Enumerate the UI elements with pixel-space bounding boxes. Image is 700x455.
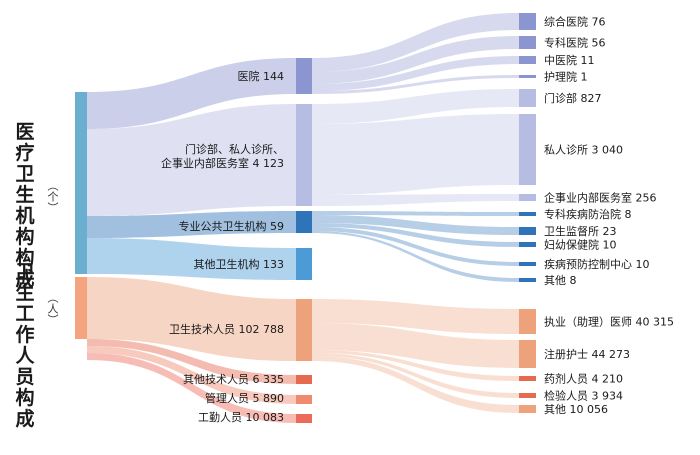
right-label-1: 专科医院 56 — [544, 36, 606, 50]
flow-mid-to-right-14 — [312, 350, 519, 381]
flow-mid-to-right-0 — [312, 13, 519, 72]
mid-node-4 — [296, 299, 312, 361]
right-node-1 — [519, 36, 536, 49]
mid-label-5: 其他技术人员 6 335 — [183, 373, 284, 386]
flow-mid-to-right-7 — [312, 211, 519, 216]
mid-label-2: 专业公共卫生机构 59 — [179, 219, 285, 233]
flow-mid-to-right-10 — [312, 227, 519, 266]
right-label-2: 中医院 11 — [544, 53, 595, 67]
right-label-7: 专科疾病防治院 8 — [544, 207, 632, 221]
flow-mid-to-right-6 — [312, 194, 519, 206]
section-unit-staff: （人） — [46, 292, 59, 325]
right-label-10: 疾病预防控制中心 10 — [544, 257, 650, 271]
flow-root-to-4 — [87, 277, 296, 361]
section-title-staff: 卫生工作人员构成 — [15, 261, 35, 430]
flow-root-to-0 — [87, 58, 296, 129]
flow-mid-to-right-11 — [312, 231, 519, 282]
flow-mid-to-right-2 — [312, 56, 519, 91]
mid-node-7 — [296, 414, 312, 423]
mid-node-2 — [296, 211, 312, 233]
mid-label-0: 医院 144 — [238, 69, 285, 83]
flow-mid-to-right-5 — [312, 114, 519, 195]
flow-mid-to-right-4 — [312, 89, 519, 124]
right-label-0: 综合医院 76 — [544, 15, 606, 29]
flow-root-to-3 — [87, 238, 296, 280]
mid-label-6: 管理人员 5 890 — [205, 391, 284, 405]
right-label-13: 注册护士 44 273 — [544, 347, 630, 361]
right-label-14: 药剂人员 4 210 — [544, 372, 623, 386]
right-label-9: 妇幼保健院 10 — [544, 238, 617, 252]
flow-mid-to-right-13 — [312, 323, 519, 368]
right-node-8 — [519, 227, 536, 235]
flow-mid-to-right-3 — [312, 75, 519, 94]
flow-mid-to-right-8 — [312, 215, 519, 235]
right-node-11 — [519, 278, 536, 282]
flow-root-to-5 — [87, 339, 296, 384]
flow-mid-to-right-16 — [312, 356, 519, 413]
right-label-4: 门诊部 827 — [544, 91, 602, 105]
right-label-8: 卫生监督所 23 — [544, 224, 617, 238]
section-title-institutions: 医疗卫生机构构成 — [15, 121, 35, 290]
right-node-14 — [519, 376, 536, 381]
right-node-5 — [519, 114, 536, 185]
right-node-12 — [519, 309, 536, 334]
flow-root-to-6 — [87, 346, 296, 404]
right-label-12: 执业（助理）医师 40 315 — [544, 315, 674, 329]
right-label-16: 其他 10 056 — [544, 403, 608, 416]
mid-label-4: 卫生技术人员 102 788 — [169, 322, 284, 336]
right-node-3 — [519, 75, 536, 78]
mid-node-3 — [296, 248, 312, 280]
mid-node-0 — [296, 58, 312, 94]
mid-label-3: 其他卫生机构 133 — [194, 257, 285, 271]
right-label-15: 检验人员 3 934 — [544, 389, 623, 403]
flow-mid-to-right-9 — [312, 223, 519, 247]
right-label-11: 其他 8 — [544, 274, 577, 287]
root-bar-institutions — [75, 92, 87, 274]
right-node-15 — [519, 393, 536, 398]
mid-node-1 — [296, 104, 312, 206]
flow-root-to-7 — [87, 353, 296, 423]
flow-mid-to-right-1 — [312, 36, 519, 84]
right-label-5: 私人诊所 3 040 — [544, 143, 623, 157]
mid-node-6 — [296, 395, 312, 404]
mid-label-1: 企事业内部医务室 4 123 — [161, 156, 284, 170]
section-unit-institutions: （个） — [46, 180, 59, 213]
right-node-16 — [519, 405, 536, 413]
flow-mid-to-right-12 — [312, 299, 519, 334]
right-node-10 — [519, 262, 536, 266]
flow-root-to-2 — [87, 211, 296, 238]
mid-label-1: 门诊部、私人诊所、 — [185, 142, 284, 156]
right-node-9 — [519, 242, 536, 247]
flow-root-to-1 — [87, 104, 296, 216]
right-node-4 — [519, 89, 536, 107]
mid-label-7: 工勤人员 10 083 — [198, 411, 284, 424]
right-node-7 — [519, 212, 536, 216]
mid-node-5 — [296, 375, 312, 384]
root-bar-staff — [75, 277, 87, 339]
right-node-0 — [519, 13, 536, 30]
right-node-6 — [519, 194, 536, 201]
right-label-6: 企事业内部医务室 256 — [544, 191, 657, 205]
right-node-13 — [519, 340, 536, 368]
flow-mid-to-right-15 — [312, 353, 519, 398]
right-label-3: 护理院 1 — [544, 70, 588, 84]
right-node-2 — [519, 56, 536, 64]
